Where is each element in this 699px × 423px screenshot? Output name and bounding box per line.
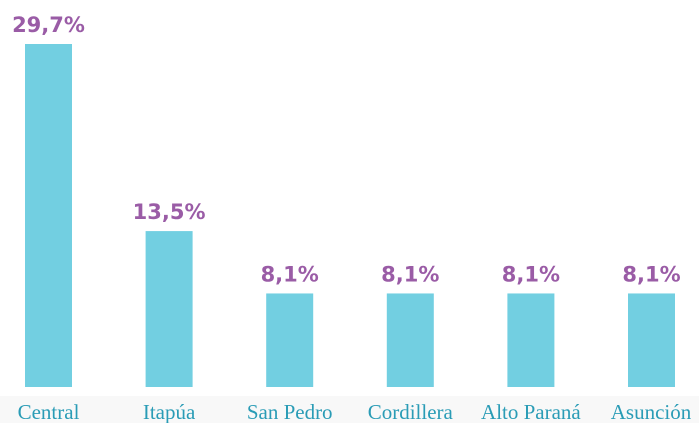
bar xyxy=(628,293,675,387)
x-tick-label: Alto Paraná xyxy=(481,400,581,423)
value-label: 29,7% xyxy=(12,13,85,37)
bar xyxy=(386,293,434,387)
bar xyxy=(507,293,555,387)
bar xyxy=(25,44,72,387)
label-band xyxy=(0,396,699,423)
bar xyxy=(266,293,314,387)
value-label: 8,1% xyxy=(502,262,560,286)
value-label: 8,1% xyxy=(381,262,439,286)
value-label: 8,1% xyxy=(622,262,680,286)
value-label: 8,1% xyxy=(261,262,319,286)
x-tick-label: Central xyxy=(18,400,80,423)
x-tick-label: Asunción xyxy=(611,400,692,423)
bar xyxy=(145,231,193,387)
x-tick-label: Cordillera xyxy=(368,400,454,423)
x-tick-label: Itapúa xyxy=(143,400,196,423)
x-tick-label: San Pedro xyxy=(247,400,333,423)
value-label: 13,5% xyxy=(133,200,206,224)
